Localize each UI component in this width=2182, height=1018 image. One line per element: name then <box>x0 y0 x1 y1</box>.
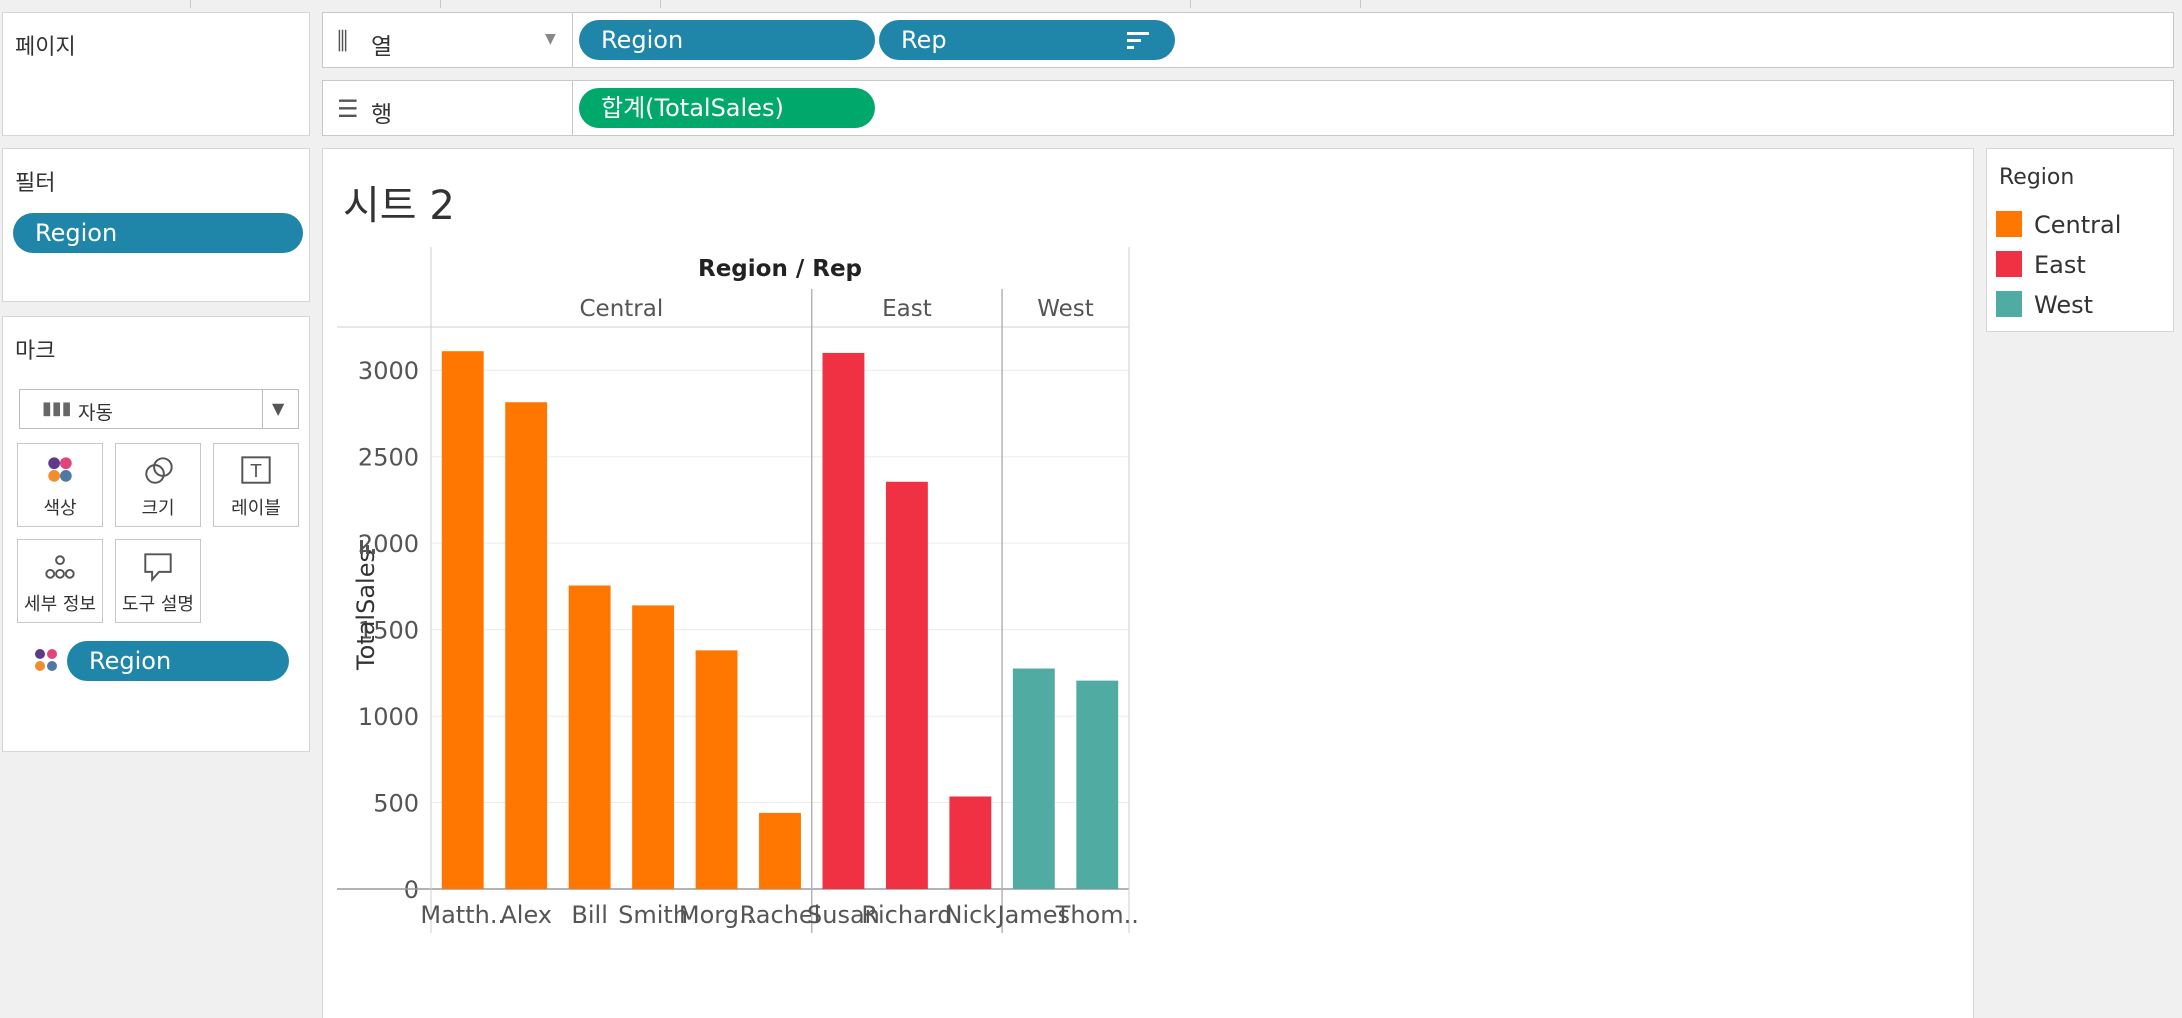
top-toolbar-strip <box>0 0 2182 10</box>
pages-panel-title: 페이지 <box>15 35 76 60</box>
marks-panel-title: 마크 <box>15 339 56 364</box>
legend-label: West <box>2034 291 2094 319</box>
bar <box>949 796 992 889</box>
bar <box>1076 680 1119 889</box>
columns-pill-region[interactable]: Region <box>579 20 875 60</box>
legend-swatch <box>1996 251 2022 277</box>
bar <box>759 812 801 889</box>
bar <box>632 605 675 889</box>
x-tick-label: Smith <box>618 901 688 929</box>
bar <box>568 585 611 889</box>
bar <box>505 402 548 889</box>
bar <box>1012 668 1055 889</box>
legend-swatch <box>1996 291 2022 317</box>
filters-panel[interactable]: 필터 Region <box>2 148 310 302</box>
rows-pill-totalsales[interactable]: 합계(TotalSales) <box>579 88 875 128</box>
rows-shelf-header: ☰ 행 <box>323 81 573 135</box>
svg-text:T: T <box>250 462 262 482</box>
label-card[interactable]: T 레이블 <box>213 443 299 527</box>
size-card[interactable]: 크기 <box>115 443 201 527</box>
rows-list-icon: ☰ <box>337 95 359 123</box>
marks-panel: 마크 ▮▮▮ 자동 ▼ 색상 크기 T 레이블 세부 정보 <box>2 316 310 752</box>
legend-label: Central <box>2034 211 2122 239</box>
bar <box>885 481 928 889</box>
label-card-label: 레이블 <box>231 498 281 519</box>
chevron-down-icon[interactable]: ▼ <box>545 31 556 47</box>
color-region-pill[interactable]: Region <box>67 641 289 681</box>
size-circles-icon <box>145 457 173 484</box>
sort-icon-bar <box>366 545 369 554</box>
legend-title: Region <box>1999 165 2075 190</box>
tooltip-bubble-icon <box>144 553 172 583</box>
detail-card[interactable]: 세부 정보 <box>17 539 103 623</box>
x-tick-label: Rachel <box>740 901 821 929</box>
bar <box>822 352 865 889</box>
y-axis-title: TotalSales <box>352 550 380 671</box>
columns-shelf-label: 열 <box>371 34 393 60</box>
chevron-down-icon[interactable]: ▼ <box>272 399 285 418</box>
region-header-label: Central <box>579 296 663 322</box>
filters-panel-title: 필터 <box>15 171 56 196</box>
y-tick-label: 0 <box>404 876 419 904</box>
bar <box>695 650 738 889</box>
x-tick-label: James <box>996 901 1070 929</box>
sort-icon-bar <box>360 540 363 554</box>
x-tick-label: Thom.. <box>1055 901 1139 929</box>
sort-icon <box>360 540 375 554</box>
x-tick-label: Morg.. <box>679 901 754 929</box>
y-tick-label: 3000 <box>358 357 419 385</box>
filter-pill-region[interactable]: Region <box>13 213 303 253</box>
rep-pill-label: Rep <box>901 26 947 54</box>
x-tick-label: Nick <box>945 901 997 929</box>
text-label-icon: T <box>241 456 271 484</box>
color-card[interactable]: 색상 <box>17 443 103 527</box>
sheet-title: 시트 2 <box>343 183 455 229</box>
color-legend: Region Central East West <box>1986 148 2174 332</box>
legend-swatch <box>1996 211 2022 237</box>
dropdown-divider <box>262 390 263 428</box>
sort-descending-icon <box>1127 32 1149 49</box>
detail-card-label: 세부 정보 <box>24 594 96 615</box>
columns-pill-rep[interactable]: Rep <box>879 20 1175 60</box>
x-tick-label: Bill <box>571 901 607 929</box>
x-tick-label: Matth.. <box>420 901 505 929</box>
color-dots-icon <box>48 457 72 482</box>
x-tick-label: Susan <box>807 901 880 929</box>
y-tick-label: 1500 <box>358 617 419 645</box>
tooltip-card-label: 도구 설명 <box>122 594 194 615</box>
mark-type-value: 자동 <box>78 402 113 424</box>
rows-shelf[interactable]: ☰ 행 합계(TotalSales) <box>322 80 2174 136</box>
y-tick-label: 1000 <box>358 703 419 731</box>
y-tick-label: 2500 <box>358 444 419 472</box>
detail-dots-icon <box>45 555 75 579</box>
x-tick-label: Alex <box>500 901 552 929</box>
rows-shelf-label: 행 <box>371 102 393 128</box>
bar <box>441 351 484 889</box>
columns-icon: ⫼ <box>337 27 349 55</box>
sheet-view[interactable]: 시트 2 0 500 1000 1500 2000 2500 3000 Region / Re… <box>322 148 1974 1018</box>
color-encoding-icon <box>35 649 57 671</box>
bar-chart-icon: ▮▮▮ <box>42 398 72 419</box>
x-tick-label: Richard <box>861 901 952 929</box>
legend-label: East <box>2034 251 2086 279</box>
sort-icon-bar <box>372 549 375 554</box>
size-card-label: 크기 <box>141 498 175 519</box>
legend-list: Central East West <box>1988 207 2172 327</box>
y-tick-label: 500 <box>373 790 419 818</box>
columns-shelf[interactable]: ⫼ 열 ▼ Region Rep <box>322 12 2174 68</box>
region-header-label: East <box>882 296 932 322</box>
columns-shelf-header: ⫼ 열 ▼ <box>323 13 573 67</box>
column-header-title: Region / Rep <box>698 256 862 282</box>
tooltip-card[interactable]: 도구 설명 <box>115 539 201 623</box>
region-header-label: West <box>1037 296 1094 322</box>
pages-panel[interactable]: 페이지 <box>2 12 310 136</box>
color-card-label: 색상 <box>43 498 77 519</box>
mark-type-dropdown[interactable]: ▮▮▮ 자동 ▼ <box>19 389 299 429</box>
